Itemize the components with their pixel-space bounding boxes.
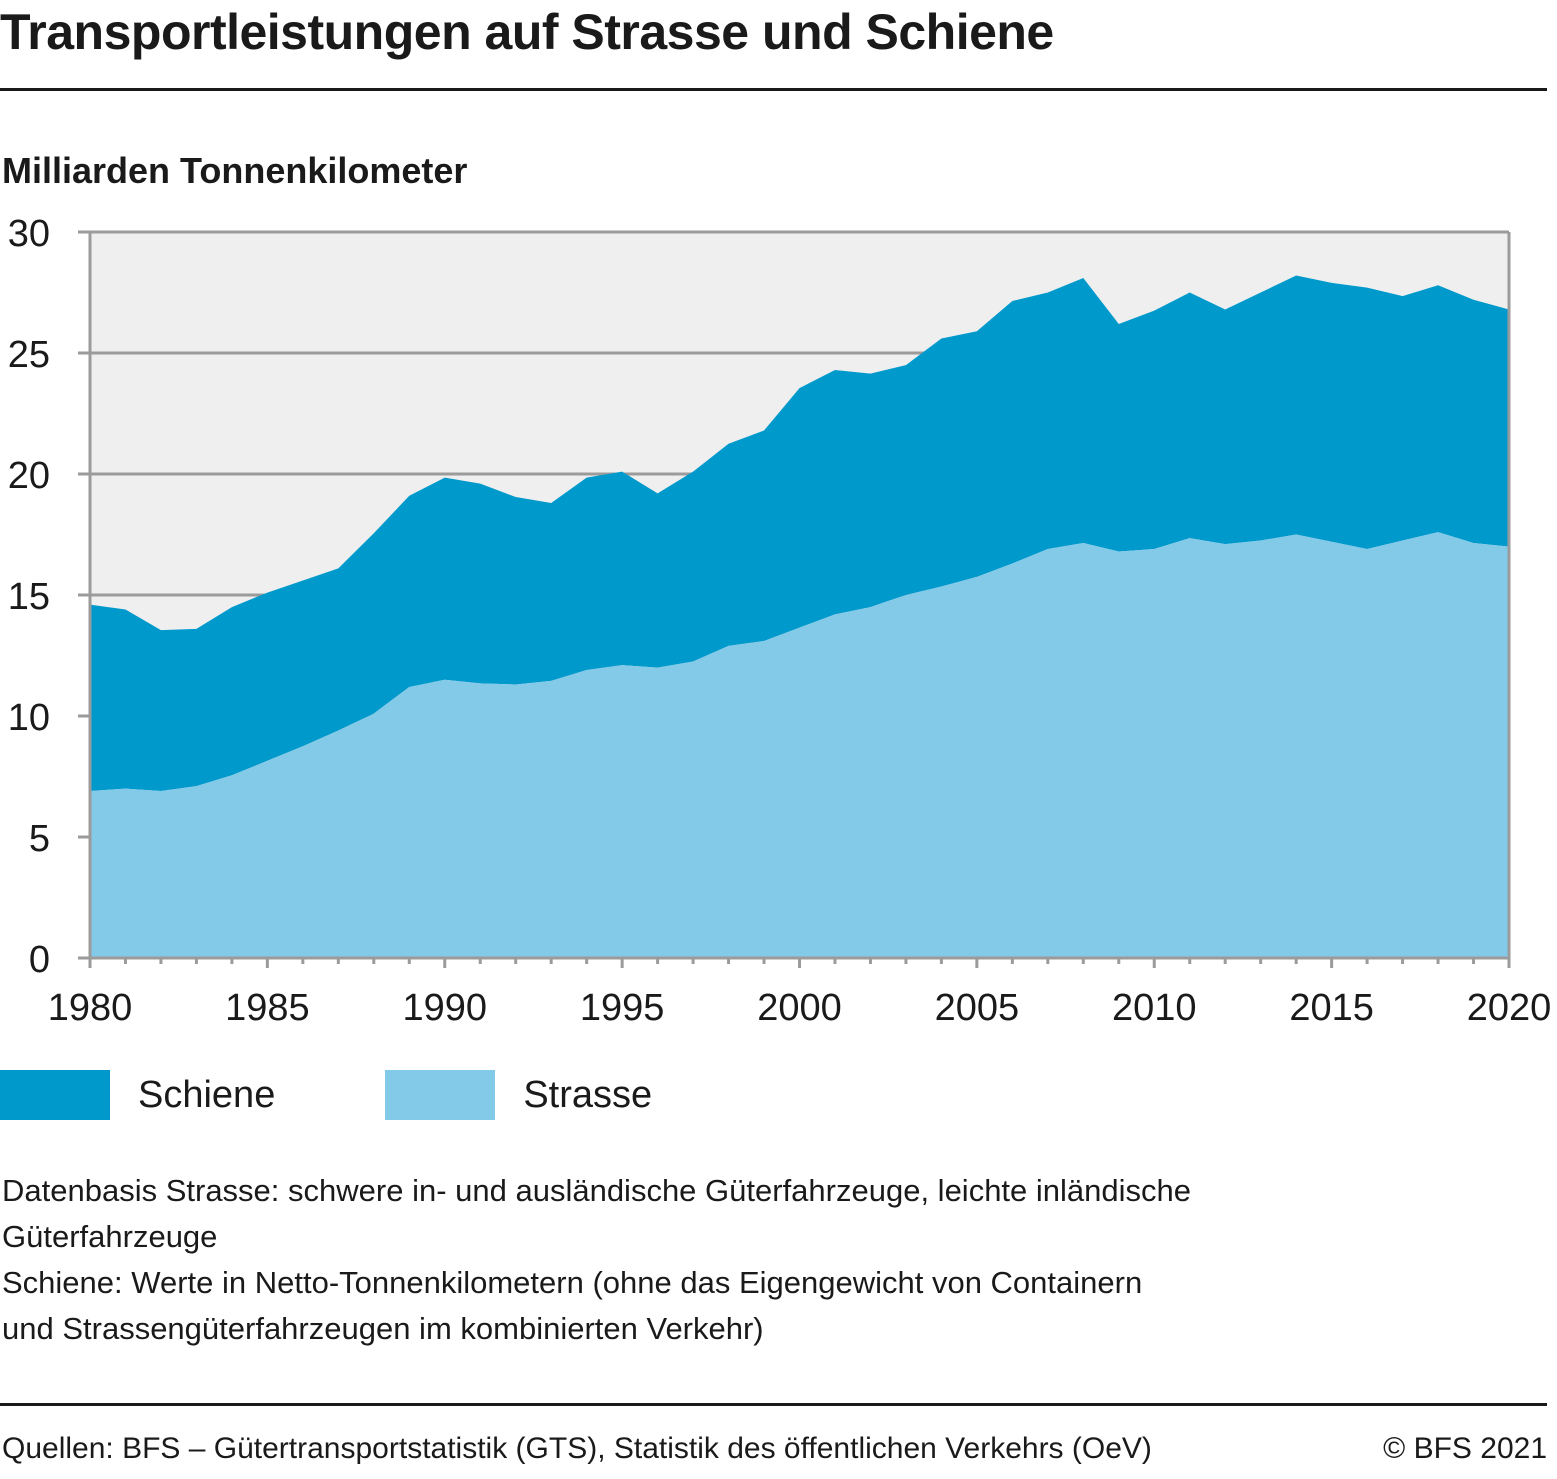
footnotes: Datenbasis Strasse: schwere in- und ausl… [2,1168,1402,1352]
y-tick-label: 30 [8,213,50,255]
x-tick-label: 2020 [1467,987,1552,1029]
footer: Quellen: BFS – Gütertransportstatistik (… [2,1432,1547,1466]
y-tick-label: 25 [8,334,50,376]
footnote-line: und Strassengüterfahrzeugen im kombinier… [2,1311,764,1346]
legend-label-schiene: Schiene [138,1073,276,1116]
title-divider [0,88,1547,91]
area-chart: 0 5 10 15 20 25 30 1980 1985 1990 1995 2000 2005 2010… [8,213,1552,1029]
legend-label-strasse: Strasse [523,1073,653,1116]
footnote-line: Güterfahrzeuge [2,1219,218,1254]
legend-item-strasse: Strasse [385,1070,652,1120]
y-tick-label: 0 [29,939,50,981]
x-tick-label: 2005 [935,987,1020,1029]
x-tick-label: 2010 [1112,987,1197,1029]
x-tick-label: 1985 [225,987,310,1029]
x-tick-label: 1990 [402,987,487,1029]
area-strasse [90,532,1509,958]
legend-swatch-strasse [385,1070,496,1120]
y-axis-unit-label: Milliarden Tonnenkilometer [2,150,468,191]
footer-divider [0,1403,1547,1406]
legend-item-schiene: Schiene [0,1070,275,1120]
x-tick-label: 2015 [1289,987,1374,1029]
legend-swatch-schiene [0,1070,110,1120]
copyright-text: © BFS 2021 [1383,1432,1547,1465]
y-tick-label: 10 [8,697,50,739]
sources-text: Quellen: BFS – Gütertransportstatistik (… [2,1432,1152,1465]
x-tick-label: 1980 [48,987,133,1029]
x-tick-label: 1995 [580,987,665,1029]
footnote-line: Datenbasis Strasse: schwere in- und ausl… [2,1173,1192,1208]
area-schiene [90,275,1509,792]
legend: Schiene Strasse [0,1070,762,1120]
chart-title: Transportleistungen auf Strasse und Schi… [0,4,1054,60]
y-tick-label: 20 [8,455,50,497]
footnote-line: Schiene: Werte in Netto-Tonnenkilometern… [2,1265,1143,1300]
x-tick-label: 2000 [757,987,842,1029]
y-tick-label: 15 [8,576,50,618]
y-tick-label: 5 [29,818,50,860]
